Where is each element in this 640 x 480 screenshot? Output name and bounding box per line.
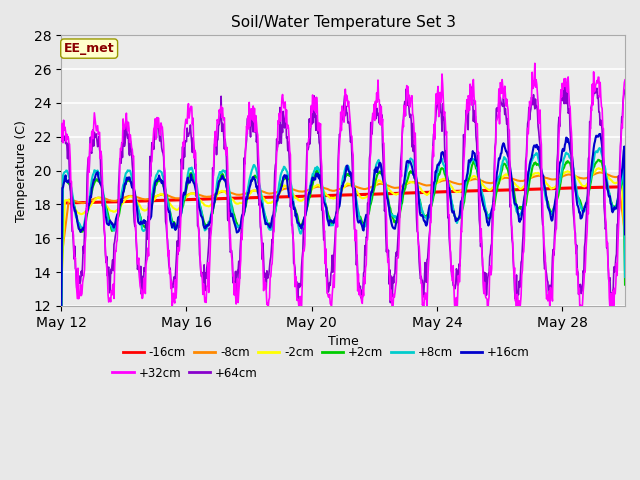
-2cm [377,179,385,184]
-2cm [77,211,85,217]
-2cm [595,165,603,171]
-16cm [77,200,85,205]
Line: +32cm: +32cm [61,63,625,325]
+16cm [77,228,85,233]
+8cm [57,340,65,346]
+32cm [262,288,270,293]
+64cm [57,138,65,144]
+2cm [377,170,385,176]
+16cm [513,202,520,207]
+32cm [621,77,629,83]
+32cm [377,118,385,124]
+32cm [57,127,65,133]
+16cm [57,343,65,348]
+32cm [190,141,198,146]
+8cm [292,213,300,219]
-16cm [262,194,270,200]
-2cm [513,183,520,189]
+64cm [513,298,521,304]
+64cm [262,287,270,292]
+32cm [513,322,520,328]
+2cm [77,228,85,234]
-16cm [513,187,520,192]
+8cm [262,219,270,225]
X-axis label: Time: Time [328,335,358,348]
+2cm [595,157,602,163]
-2cm [57,293,65,299]
+32cm [531,60,539,66]
+16cm [262,220,270,226]
+64cm [77,268,85,274]
+16cm [190,180,198,186]
Line: -16cm: -16cm [61,187,625,203]
-2cm [621,252,629,258]
+16cm [292,211,300,217]
Legend: +32cm, +64cm: +32cm, +64cm [108,362,262,384]
+8cm [377,162,385,168]
Line: +16cm: +16cm [61,134,625,346]
+8cm [621,274,629,280]
-2cm [190,191,198,196]
+64cm [190,143,198,149]
+32cm [77,293,85,299]
+64cm [621,87,629,93]
-8cm [57,259,65,264]
+8cm [190,171,198,177]
+32cm [292,279,300,285]
+64cm [377,120,385,126]
+2cm [57,348,65,354]
-16cm [621,184,629,190]
-8cm [292,188,300,193]
Line: +2cm: +2cm [61,160,625,351]
Line: -2cm: -2cm [61,168,625,296]
+2cm [190,176,198,181]
+64cm [292,279,300,285]
-8cm [621,231,629,237]
-16cm [190,197,198,203]
-16cm [57,200,65,206]
+32cm [513,291,521,297]
+8cm [596,145,604,151]
+16cm [621,231,629,237]
Line: +64cm: +64cm [61,82,625,303]
-8cm [377,181,385,187]
+64cm [562,79,570,84]
-8cm [190,191,198,196]
-8cm [596,169,604,175]
+2cm [621,282,629,288]
-8cm [513,177,520,183]
Line: -8cm: -8cm [61,172,625,262]
+64cm [387,300,394,306]
+2cm [262,216,270,222]
+2cm [292,210,300,216]
+2cm [513,203,520,208]
+16cm [596,131,604,137]
Y-axis label: Temperature (C): Temperature (C) [15,120,28,222]
Text: EE_met: EE_met [64,42,115,55]
-8cm [77,200,85,206]
+16cm [377,161,385,167]
-8cm [262,190,270,196]
+8cm [513,208,520,214]
-2cm [262,199,270,204]
-16cm [377,191,385,197]
-16cm [292,193,300,199]
-2cm [292,195,300,201]
+8cm [77,224,85,230]
Title: Soil/Water Temperature Set 3: Soil/Water Temperature Set 3 [230,15,456,30]
Line: +8cm: +8cm [61,148,625,343]
